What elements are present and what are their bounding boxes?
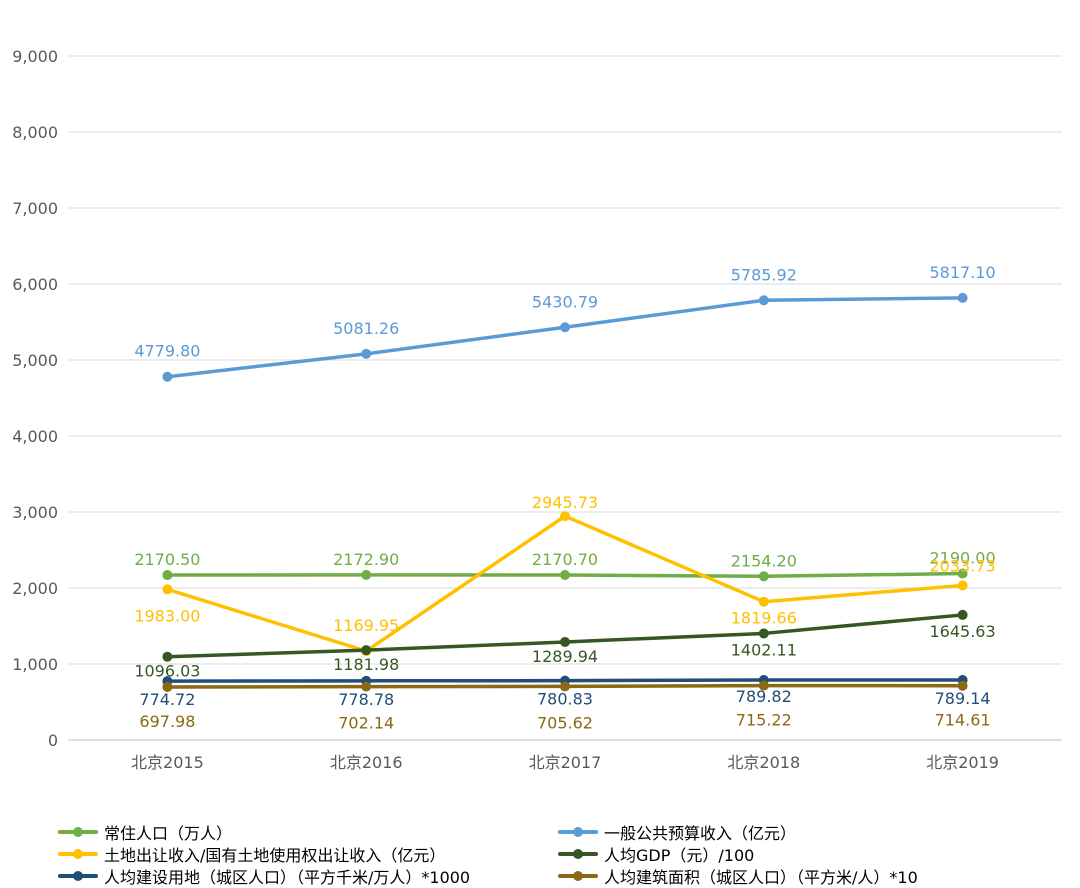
legend-item: 土地出让收入/国有土地使用权出让收入（亿元） <box>58 842 445 866</box>
legend-line-marker-icon <box>558 869 598 883</box>
legend-label: 人均建筑面积（城区人口）（平方米/人）*10 <box>604 868 918 887</box>
data-point <box>957 580 968 591</box>
legend-label: 人均建设用地（城区人口）（平方千米/万人）*1000 <box>104 868 471 887</box>
y-axis: 0 1,000 2,000 3,000 4,000 5,000 6,000 7,000 8,00… <box>12 47 58 750</box>
data-label: 789.82 <box>736 687 792 706</box>
data-point <box>560 636 570 647</box>
data-label: 1983.00 <box>134 606 200 625</box>
legend-line-marker-icon <box>558 825 598 839</box>
data-label: 1169.95 <box>333 616 399 635</box>
legend-label: 一般公共预算收入（亿元） <box>604 824 797 843</box>
data-label: 705.62 <box>537 713 593 732</box>
legend-item: 常住人口（万人） <box>58 820 232 844</box>
data-label: 774.72 <box>139 690 195 709</box>
legend-line-marker-icon <box>58 869 98 883</box>
data-point <box>162 681 173 692</box>
data-label: 702.14 <box>338 714 394 733</box>
data-label: 2170.70 <box>532 550 598 569</box>
data-label: 1096.03 <box>134 662 200 681</box>
data-label: 1402.11 <box>731 640 797 659</box>
legend-item: 一般公共预算收入（亿元） <box>558 820 796 844</box>
x-axis: 北京2015 北京2016 北京2017 北京2018 北京2019 <box>131 753 999 772</box>
y-tick-label: 8,000 <box>12 123 58 142</box>
x-tick-label: 北京2019 <box>926 753 999 772</box>
x-tick-label: 北京2017 <box>529 753 602 772</box>
data-label: 714.61 <box>935 711 991 730</box>
legend-item: 人均GDP（元）/100 <box>558 842 754 866</box>
data-labels: 2170.50 2172.90 2170.70 2154.20 2190.00 4779.… <box>134 263 995 733</box>
data-label: 5817.10 <box>930 263 996 282</box>
y-tick-label: 5,000 <box>12 351 58 370</box>
data-label: 2945.73 <box>532 493 598 512</box>
data-label: 2033.73 <box>930 556 996 575</box>
y-tick-label: 6,000 <box>12 275 58 294</box>
data-point <box>758 596 769 607</box>
x-tick-label: 北京2015 <box>131 753 204 772</box>
data-point <box>758 680 769 691</box>
legend-item: 人均建设用地（城区人口）（平方千米/万人）*1000 <box>58 864 470 888</box>
data-label: 778.78 <box>338 690 394 709</box>
y-tick-label: 9,000 <box>12 47 58 66</box>
data-point <box>361 645 372 656</box>
data-point <box>560 322 570 333</box>
data-label: 789.14 <box>935 689 991 708</box>
x-tick-label: 北京2016 <box>330 753 403 772</box>
legend-label: 土地出让收入/国有土地使用权出让收入（亿元） <box>104 846 446 865</box>
line-chart: 0 1,000 2,000 3,000 4,000 5,000 6,000 7,000 8,00… <box>12 47 1062 772</box>
data-label: 2170.50 <box>134 550 200 569</box>
y-tick-label: 3,000 <box>12 503 58 522</box>
data-point <box>361 348 372 359</box>
data-label: 780.83 <box>537 690 593 709</box>
legend-label: 人均GDP（元）/100 <box>604 846 755 865</box>
y-tick-label: 7,000 <box>12 199 58 218</box>
y-tick-label: 4,000 <box>12 427 58 446</box>
data-label: 2172.90 <box>333 550 399 569</box>
data-label: 715.22 <box>736 711 792 730</box>
data-label: 1181.98 <box>333 655 399 674</box>
legend-item: 人均建筑面积（城区人口）（平方米/人）*10 <box>558 864 918 888</box>
data-point <box>162 651 173 662</box>
data-label: 5785.92 <box>731 265 797 284</box>
y-tick-label: 2,000 <box>12 579 58 598</box>
data-label: 1819.66 <box>731 609 797 628</box>
data-point <box>361 681 372 692</box>
legend-line-marker-icon <box>58 847 98 861</box>
data-label: 697.98 <box>139 712 195 731</box>
y-tick-label: 1,000 <box>12 655 58 674</box>
y-tick-label: 0 <box>48 731 58 750</box>
data-point <box>758 295 769 306</box>
data-point <box>361 569 372 580</box>
data-point <box>957 680 968 691</box>
data-point <box>162 570 173 581</box>
data-point <box>957 609 968 620</box>
series-line <box>166 514 963 653</box>
data-label: 5081.26 <box>333 319 399 338</box>
series-lines <box>162 292 968 692</box>
grid-lines <box>68 55 1062 741</box>
data-point <box>758 628 769 639</box>
data-label: 2190.00 <box>930 549 996 568</box>
legend-line-marker-icon <box>558 847 598 861</box>
legend-line-marker-icon <box>58 825 98 839</box>
data-label: 1645.63 <box>930 622 996 641</box>
data-point <box>560 681 570 692</box>
data-label: 2154.20 <box>731 551 797 570</box>
data-point <box>957 568 968 579</box>
data-label: 4779.80 <box>134 342 200 361</box>
legend-label: 常住人口（万人） <box>104 824 233 843</box>
data-point <box>560 570 570 581</box>
data-point <box>162 584 173 595</box>
data-point <box>758 571 769 582</box>
x-tick-label: 北京2018 <box>727 753 800 772</box>
data-label: 5430.79 <box>532 292 598 311</box>
data-label: 1289.94 <box>532 647 598 666</box>
data-point <box>162 371 173 382</box>
data-point <box>560 511 570 522</box>
data-point <box>957 292 968 303</box>
